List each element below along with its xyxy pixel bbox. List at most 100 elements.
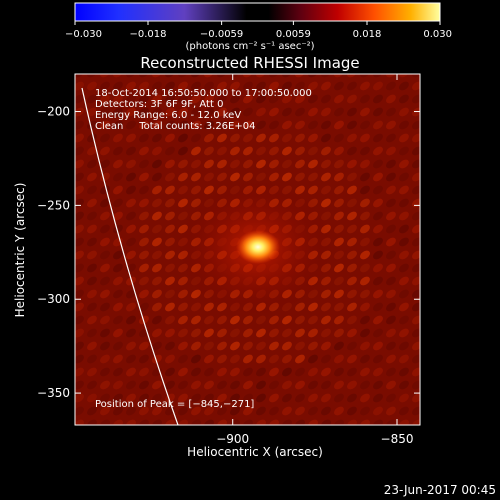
fringe-blob [139,133,149,143]
fringe-blob [165,354,175,364]
annotation-energy-range: Energy Range: 6.0 - 12.0 keV [95,110,241,121]
fringe-blob [139,250,149,260]
fringe-blob [282,354,292,364]
fringe-blob [360,367,370,377]
fringe-blob [256,159,266,169]
fringe-blob [295,328,305,338]
fringe-blob [87,237,97,247]
fringe-blob [87,419,97,425]
fringe-blob [217,380,227,390]
fringe-blob [139,159,149,169]
fringe-blob [308,94,318,104]
fringe-blob [436,366,449,378]
fringe-blob [113,276,123,286]
fringe-blob [113,74,123,78]
fringe-blob [308,107,318,117]
fringe-blob [423,158,436,170]
fringe-blob [386,328,396,338]
fringe-blob [373,315,383,325]
fringe-blob [165,120,175,130]
fringe-blob [204,380,214,390]
fringe-blob [334,120,344,130]
fringe-blob [423,67,436,79]
fringe-blob [59,366,72,378]
fringe-blob [217,419,227,425]
fringe-blob [347,146,357,156]
fringe-blob [152,263,162,273]
fringe-blob [319,431,332,443]
fringe-blob [230,406,240,416]
fringe-blob [373,380,383,390]
fringe-blob [423,340,436,352]
fringe-blob [386,211,396,221]
fringe-blob [423,249,436,261]
fringe-blob [75,263,84,273]
fringe-blob [423,236,436,248]
fringe-blob [126,211,136,221]
fringe-blob [100,120,110,130]
fringe-blob [321,81,331,91]
fringe-blob [113,159,123,169]
fringe-blob [100,107,110,117]
fringe-blob [282,133,292,143]
fringe-blob [423,171,436,183]
fringe-blob [373,328,383,338]
fringe-blob [75,159,84,169]
fringe-blob [436,353,449,365]
fringe-blob [126,185,136,195]
fringe-blob [386,380,396,390]
fringe-blob [295,133,305,143]
fringe-blob [321,172,331,182]
fringe-blob [347,107,357,117]
fringe-blob [321,146,331,156]
fringe-blob [412,133,420,143]
fringe-blob [399,315,409,325]
fringe-blob [113,120,123,130]
fringe-blob [436,301,449,313]
fringe-blob [412,74,420,78]
fringe-blob [178,380,188,390]
fringe-blob [124,431,137,443]
fringe-blob [321,419,331,425]
fringe-blob [113,133,123,143]
fringe-blob [191,120,201,130]
fringe-blob [217,328,227,338]
fringe-blob [399,211,409,221]
fringe-blob [152,81,162,91]
fringe-blob [334,380,344,390]
fringe-blob [165,185,175,195]
fringe-blob [139,367,149,377]
fringe-blob [334,81,344,91]
colorbar-unit-label: (photons cm⁻² s⁻¹ asec⁻²) [185,41,314,52]
fringe-blob [59,327,72,339]
fringe-blob [87,341,97,351]
fringe-blob [165,94,175,104]
fringe-blob [308,380,318,390]
fringe-blob [204,341,214,351]
fringe-blob [332,431,345,443]
fringe-blob [178,419,188,425]
fringe-blob [189,431,202,443]
fringe-blob [100,289,110,299]
fringe-blob [217,120,227,130]
fringe-blob [126,315,136,325]
fringe-blob [243,393,253,403]
fringe-blob [360,276,370,286]
fringe-blob [308,406,318,416]
fringe-blob [347,289,357,299]
fringe-blob [59,418,72,430]
fringe-blob [282,74,292,78]
fringe-blob [98,54,111,66]
fringe-blob [191,380,201,390]
fringe-blob [75,237,84,247]
fringe-blob [360,315,370,325]
fringe-blob [282,315,292,325]
fringe-blob [217,341,227,351]
fringe-blob [399,237,409,247]
fringe-blob [295,146,305,156]
fringe-blob [399,172,409,182]
fringe-blob [321,367,331,377]
fringe-blob [191,354,201,364]
fringe-blob [399,302,409,312]
fringe-blob [436,158,449,170]
